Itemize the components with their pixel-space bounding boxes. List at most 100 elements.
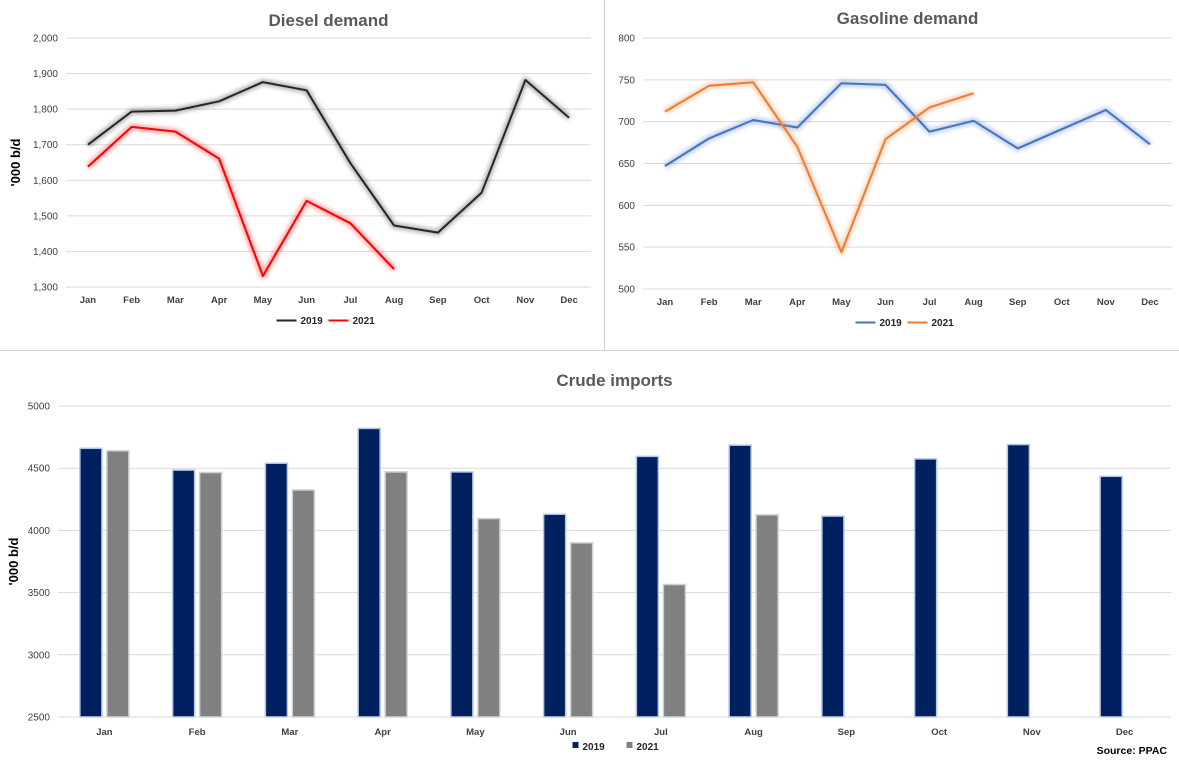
diesel-demand-svg: Diesel demand 1,300 1,400 1,500 1,600 1,700 1,… <box>8 11 591 327</box>
crude-y-tick-label: 2500 <box>28 713 51 724</box>
horizontal-divider <box>0 350 1179 351</box>
crude-x-tick-label: Sep <box>838 727 856 738</box>
crude-y-tick-label: 3500 <box>28 588 51 599</box>
crude-bar-2021-Jan <box>106 450 130 718</box>
gasoline-y-tick-label: 700 <box>618 117 635 128</box>
crude-legend-swatch-2019 <box>572 742 579 748</box>
diesel-y-tick-label: 1,800 <box>33 105 58 116</box>
crude-bar-2021-May <box>477 517 501 718</box>
diesel-legend-label-2019: 2019 <box>301 316 324 327</box>
gasoline-x-tick-label: Nov <box>1097 297 1116 308</box>
gasoline-legend-label-2021: 2021 <box>932 318 955 329</box>
gasoline-y-tick-label: 550 <box>618 243 635 254</box>
crude-x-tick-label: Jan <box>96 727 113 738</box>
crude-x-tick-label: Aug <box>744 727 763 738</box>
gasoline-y-tick-label: 650 <box>618 159 635 170</box>
diesel-title: Diesel demand <box>269 11 389 30</box>
crude-y-tick-label: 5000 <box>28 402 51 413</box>
diesel-y-tick-label: 2,000 <box>33 34 58 45</box>
crude-y-axis-label: '000 b/d <box>6 537 21 585</box>
crude-title: Crude imports <box>556 371 672 390</box>
gasoline-x-tick-label: Jul <box>923 297 937 308</box>
diesel-x-tick-label: Jan <box>80 295 97 306</box>
diesel-legend-label-2021: 2021 <box>353 316 376 327</box>
gasoline-x-tick-label: Jun <box>877 297 894 308</box>
crude-bar-2019-Mar <box>264 462 289 718</box>
crude-bar-2021-Aug <box>755 514 779 718</box>
crude-legend-label-2019: 2019 <box>583 742 606 753</box>
crude-bar-2021-Apr <box>384 471 408 718</box>
diesel-x-tick-label: Dec <box>560 295 577 306</box>
gasoline-x-tick-label: May <box>832 297 851 308</box>
diesel-x-tick-label: Sep <box>429 295 447 306</box>
gasoline-demand-chart: Gasoline demand 500 550 600 650 700 750 800 Jan F… <box>605 0 1179 350</box>
gasoline-y-tick-label: 750 <box>618 75 635 86</box>
diesel-y-tick-label: 1,500 <box>33 211 58 222</box>
diesel-x-tick-label: May <box>254 295 273 306</box>
gasoline-x-tick-label: Oct <box>1054 297 1071 308</box>
crude-y-tick-label: 4500 <box>28 464 51 475</box>
crude-bar-2021-Mar <box>291 489 316 718</box>
crude-x-tick-label: May <box>466 727 485 738</box>
crude-bar-2019-Oct <box>913 458 938 718</box>
diesel-y-tick-label: 1,700 <box>33 140 58 151</box>
crude-y-tick-label: 4000 <box>28 526 51 537</box>
diesel-series-line-2019 <box>87 79 570 234</box>
crude-x-tick-label: Oct <box>931 727 948 738</box>
crude-x-tick-label: Feb <box>189 727 206 738</box>
gasoline-x-tick-label: Apr <box>789 297 806 308</box>
gasoline-y-tick-label: 600 <box>618 201 635 212</box>
diesel-series-2021-glow <box>85 123 397 279</box>
crude-bar-2019-Apr <box>357 427 381 718</box>
crude-legend-swatch-2021 <box>626 742 633 748</box>
diesel-x-tick-label: Oct <box>474 295 491 306</box>
gasoline-demand-svg: Gasoline demand 500 550 600 650 700 750 800 Jan F… <box>618 9 1172 329</box>
diesel-x-tick-label: Aug <box>385 295 404 306</box>
diesel-demand-chart: Diesel demand 1,300 1,400 1,500 1,600 1,700 1,… <box>0 0 604 350</box>
gasoline-x-tick-label: Aug <box>964 297 983 308</box>
crude-bar-2019-Jan <box>79 447 103 718</box>
crude-bar-2019-Dec <box>1099 475 1123 718</box>
crude-x-tick-label: Jun <box>560 727 577 738</box>
crude-x-tick-label: Jul <box>654 727 668 738</box>
crude-x-tick-label: Apr <box>374 727 391 738</box>
gasoline-series-line-2019 <box>664 82 1151 167</box>
diesel-x-tick-label: Nov <box>516 295 535 306</box>
crude-bar-2019-Jun <box>542 513 567 718</box>
crude-x-tick-label: Nov <box>1023 727 1042 738</box>
diesel-y-tick-label: 1,900 <box>33 69 58 80</box>
crude-bar-2019-Aug <box>728 444 752 718</box>
diesel-series-line-2021 <box>87 125 395 277</box>
crude-bar-2021-Feb <box>198 471 223 718</box>
vertical-divider <box>604 0 605 350</box>
gasoline-x-tick-label: Feb <box>701 297 718 308</box>
diesel-y-tick-label: 1,300 <box>33 283 58 294</box>
gasoline-x-tick-label: Dec <box>1141 297 1158 308</box>
gasoline-title: Gasoline demand <box>837 9 979 28</box>
crude-x-tick-label: Dec <box>1116 727 1133 738</box>
gasoline-x-tick-label: Mar <box>745 297 762 308</box>
diesel-x-tick-label: Jul <box>344 295 358 306</box>
gasoline-x-tick-label: Jan <box>657 297 674 308</box>
crude-imports-chart: Crude imports 2500 3000 3500 4000 4500 5000 '00… <box>0 352 1179 767</box>
crude-bar-2021-Jun <box>569 542 594 718</box>
diesel-y-tick-label: 1,600 <box>33 176 58 187</box>
crude-bar-2019-Nov <box>1006 443 1031 718</box>
diesel-x-tick-label: Feb <box>123 295 140 306</box>
gasoline-y-tick-label: 500 <box>618 285 635 296</box>
diesel-x-tick-label: Jun <box>298 295 315 306</box>
gasoline-x-tick-label: Sep <box>1009 297 1027 308</box>
crude-bar-2019-May <box>450 471 474 718</box>
crude-bar-2019-Feb <box>171 469 196 718</box>
diesel-y-tick-label: 1,400 <box>33 247 58 258</box>
source-note: Source: PPAC <box>1096 745 1167 757</box>
gasoline-legend-label-2019: 2019 <box>880 318 903 329</box>
crude-bar-2021-Jul <box>662 583 687 718</box>
gasoline-y-tick-label: 800 <box>618 34 635 45</box>
crude-imports-svg: Crude imports 2500 3000 3500 4000 4500 5000 '00… <box>6 371 1171 753</box>
crude-y-tick-label: 3000 <box>28 650 51 661</box>
crude-x-tick-label: Mar <box>281 727 298 738</box>
crude-legend-label-2021: 2021 <box>637 742 660 753</box>
gasoline-series-line-2021 <box>664 81 974 254</box>
diesel-y-axis-label: '000 b/d <box>8 138 23 186</box>
